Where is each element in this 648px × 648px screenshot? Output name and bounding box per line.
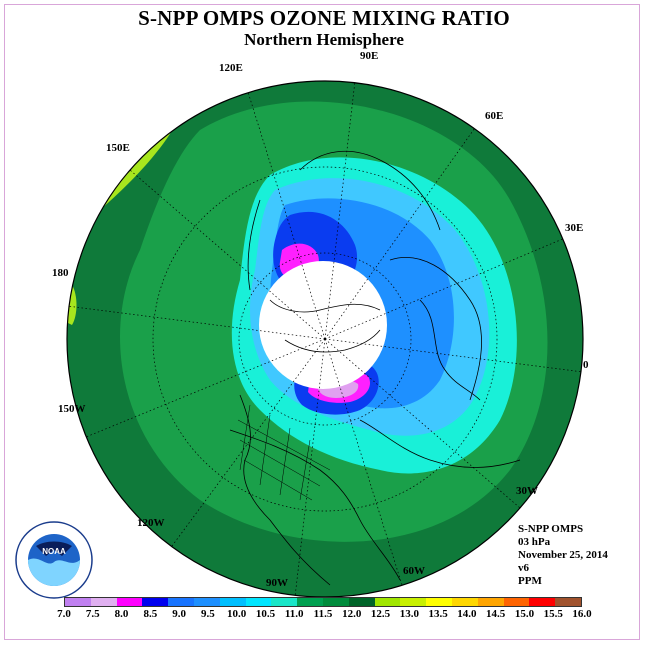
graticule [67,81,583,597]
lon-label-30e: 30E [565,222,584,234]
polar-night-no-data [259,261,387,389]
colorbar-tick-label: 9.0 [172,608,186,620]
colorbar-tick-label: 7.0 [57,608,71,620]
colorbar-tick-label: 8.5 [143,608,158,620]
noaa-logo: NOAA [15,521,93,599]
colorbar-tick-label: 14.0 [457,608,477,620]
colorbar-swatch [555,598,581,606]
colorbar-tick-label: 11.0 [284,608,304,620]
lon-label-30w: 30W [516,485,538,497]
noaa-logo-text: NOAA [42,547,66,556]
colorbar-tick-label: 13.0 [399,608,419,620]
lon-label-150w: 150W [58,403,86,415]
colorbar-tick-label: 14.5 [486,608,506,620]
colorbar-swatch [168,598,194,606]
colorbar-tick-label: 15.0 [514,608,535,620]
colorbar-swatch [219,598,246,606]
colorbar-ticks: 7.0 7.5 8.0 8.5 9.0 9.5 10.0 10.5 11.0 11.5 12.0 12… [57,608,592,622]
colorbar [64,597,582,607]
colorbar-swatch [451,598,478,606]
colorbar-swatch [400,598,427,606]
colorbar-swatch [142,598,169,606]
colorbar-tick-label: 11.5 [313,608,333,620]
info-block: S-NPP OMPS 03 hPa November 25, 2014 v6 P… [518,523,608,588]
info-level: 03 hPa [518,536,551,548]
colorbar-tick-label: 13.5 [428,608,448,620]
lon-label-180: 180 [52,267,69,279]
noaa-logo-bird [36,541,72,556]
page-title: S-NPP OMPS OZONE MIXING RATIO [138,6,510,30]
lon-label-60e: 60E [485,110,504,122]
colorbar-tick-label: 9.5 [201,608,215,620]
colorbar-swatch [426,598,452,606]
colorbar-tick-label: 16.0 [572,608,592,620]
info-units: PPM [518,575,542,587]
lon-label-60w: 60W [403,565,425,577]
lon-label-150e: 150E [106,142,130,154]
colorbar-tick-label: 8.0 [114,608,129,620]
colorbar-swatch [90,598,117,606]
colorbar-swatch [116,598,143,606]
colorbar-tick-label: 12.5 [370,608,391,620]
figure-frame [4,4,640,640]
lon-label-90e: 90E [360,50,379,62]
colorbar-tick-label: 10.5 [255,608,276,620]
colorbar-swatch [529,598,556,606]
noaa-logo-wave [28,558,80,586]
colorbar-tick-label: 10.0 [227,608,247,620]
info-version: v6 [518,562,529,574]
info-date: November 25, 2014 [518,549,608,561]
colorbar-swatch [245,598,272,606]
colorbar-swatch [374,598,401,606]
colorbar-swatch [271,598,298,606]
colorbar-tick-label: 7.5 [85,608,100,620]
colorbar-swatch [297,598,323,606]
colorbar-swatch [477,598,504,606]
colorbar-tick-label: 12.0 [342,608,362,620]
colorbar-swatch [65,598,91,606]
info-instrument: S-NPP OMPS [518,523,584,535]
colorbar-tick-label: 15.5 [543,608,563,620]
coastlines [229,150,521,586]
us-grid [237,404,331,501]
lon-label-0: 0 [583,359,589,371]
lon-label-90w: 90W [266,577,288,589]
lon-label-120e: 120E [219,62,243,74]
colorbar-swatch [503,598,530,606]
colorbar-swatch [348,598,375,606]
colorbar-swatch [322,598,349,606]
lon-label-120w: 120W [137,517,165,529]
page-subtitle: Northern Hemisphere [244,30,404,49]
colorbar-swatch [193,598,220,606]
